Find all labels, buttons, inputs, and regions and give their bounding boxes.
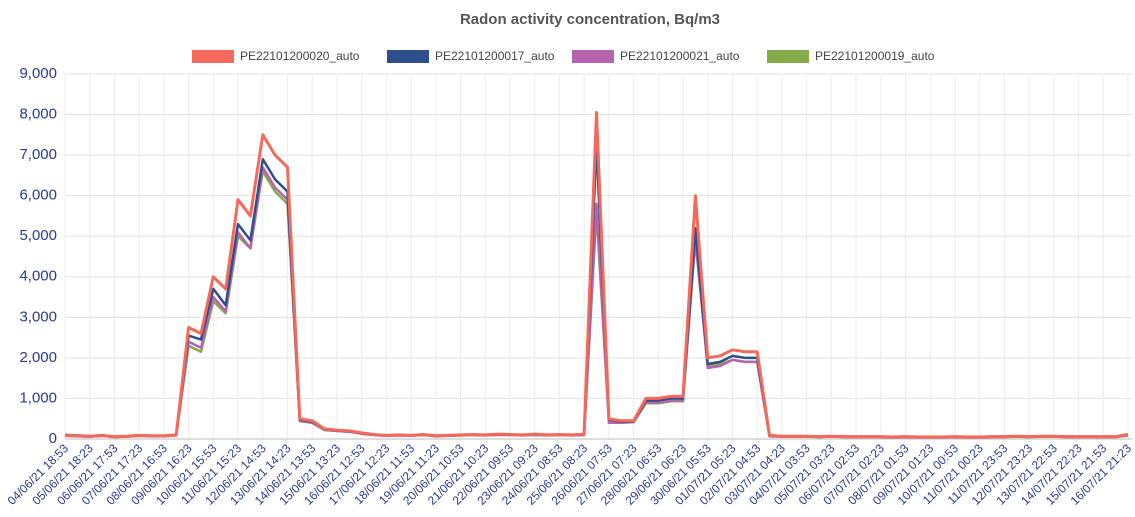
series-line	[64, 111, 1129, 439]
series-line	[64, 143, 1129, 439]
y-tick-label: 7,000	[19, 146, 57, 163]
y-tick-label: 9,000	[19, 65, 57, 82]
legend-label: PE22101200020_auto	[240, 49, 360, 63]
legend-label: PE22101200021_auto	[620, 49, 740, 63]
y-tick-label: 3,000	[19, 308, 57, 325]
legend-swatch	[767, 50, 809, 63]
legend-swatch	[192, 50, 234, 63]
legend-label: PE22101200017_auto	[435, 49, 555, 63]
y-tick-label: 4,000	[19, 268, 57, 285]
legend-swatch	[572, 50, 614, 63]
chart-title: Radon activity concentration, Bq/m3	[460, 11, 720, 28]
legend-label: PE22101200019_auto	[815, 49, 935, 63]
legend-swatch	[387, 50, 429, 63]
y-tick-label: 5,000	[19, 227, 57, 244]
y-tick-label: 6,000	[19, 187, 57, 204]
y-tick-label: 2,000	[19, 349, 57, 366]
y-tick-label: 8,000	[19, 106, 57, 123]
y-tick-label: 0	[49, 430, 57, 447]
y-tick-label: 1,000	[19, 389, 57, 406]
